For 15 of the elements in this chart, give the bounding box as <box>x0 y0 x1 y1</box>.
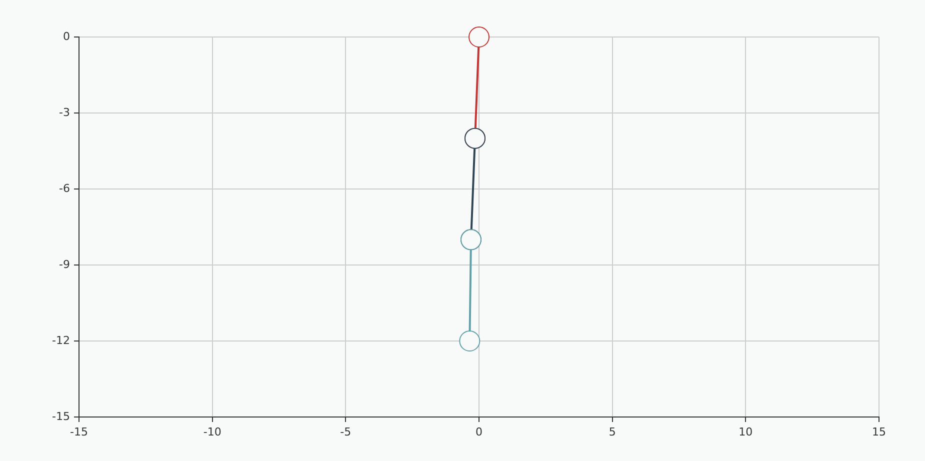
y-tick-label: -9 <box>59 258 70 271</box>
y-tick-label: -15 <box>52 410 70 423</box>
x-tick-label: -15 <box>70 425 88 438</box>
x-tick-label: 10 <box>738 425 753 438</box>
y-tick-label: -3 <box>59 106 70 119</box>
x-tick-label: 15 <box>872 425 886 438</box>
y-tick-label: -6 <box>59 182 70 195</box>
x-tick-label: 5 <box>608 425 616 438</box>
x-tick-label: -10 <box>203 425 222 438</box>
x-tick-label: 0 <box>476 425 482 438</box>
y-tick-label: 0 <box>63 30 70 43</box>
point <box>459 330 480 352</box>
x-tick-label: -5 <box>340 425 352 438</box>
point <box>468 26 490 48</box>
y-tick-label: -12 <box>52 334 70 347</box>
